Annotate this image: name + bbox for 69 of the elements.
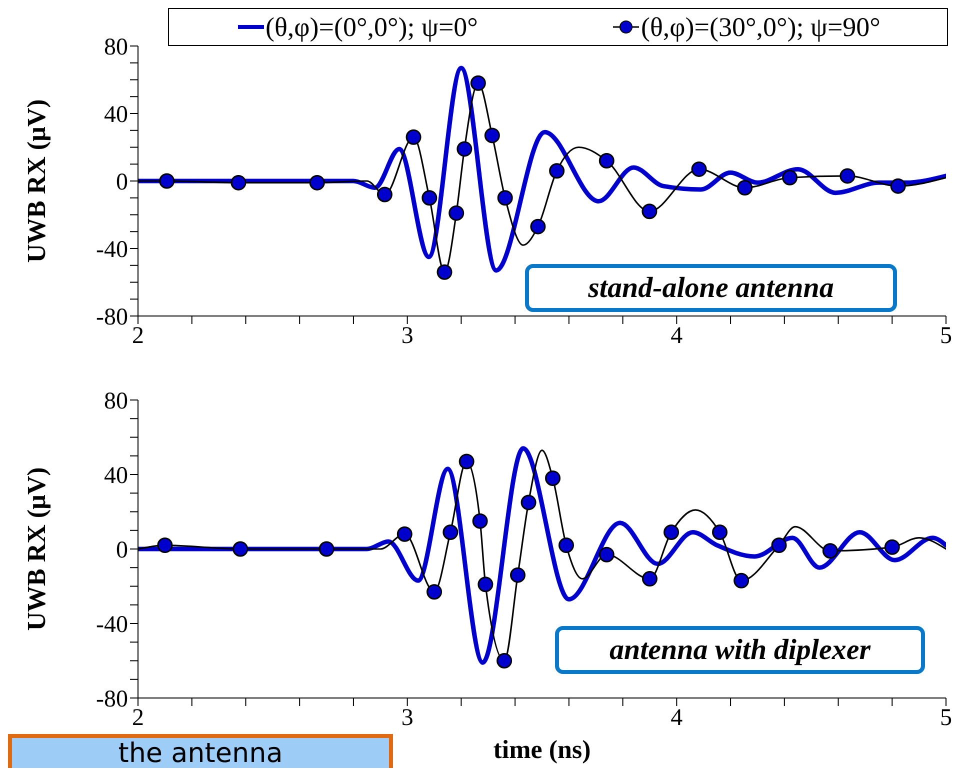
point [496,653,512,668]
point [782,170,798,186]
point [598,153,614,168]
point [318,541,334,557]
point [159,173,175,189]
point [442,524,458,540]
point [376,186,392,202]
y-tick-label: 0 [116,538,128,564]
point [484,128,500,144]
y-axis-title: UWB RX (μV) [22,99,52,263]
y-tick-label: -80 [96,304,128,331]
text-box: stand-alone antenna [525,264,897,312]
point [230,174,246,190]
x-tick-label: 5 [940,705,952,732]
point [470,75,486,91]
point [558,538,574,554]
point [406,129,422,145]
point [456,141,472,157]
point [396,526,412,542]
point [478,576,494,592]
point [510,567,526,583]
text-box: antenna with diplexer [555,626,925,674]
point [448,205,464,221]
point [458,454,474,470]
point [520,494,536,510]
point [642,571,658,587]
point [712,524,728,540]
y-tick-label: 40 [104,463,128,490]
point [598,546,614,562]
y-tick-label: -40 [96,237,128,264]
y-axis-title: UWB RX (μV) [22,467,52,631]
point [884,539,900,555]
point [840,168,856,184]
point [422,190,438,206]
point [530,218,546,234]
x-axis-title: time (ns) [493,735,591,764]
point [232,541,248,557]
y-tick-label: 40 [104,102,128,128]
point [691,161,707,177]
point [549,163,565,179]
point [309,174,325,190]
x-tick-label: 2 [132,705,144,732]
x-tick-label: 5 [940,323,952,350]
point [734,572,750,588]
point [497,190,513,206]
y-tick-label: 0 [116,170,128,196]
point [890,178,906,194]
point [545,470,561,486]
text-box: the antenna [8,734,393,768]
legend-label: (θ,φ)=(30°,0°); ψ=90° [641,12,880,42]
point [771,538,787,554]
x-tick-label: 2 [132,323,144,350]
y-tick-label: 80 [104,388,128,415]
legend-label: (θ,φ)=(0°,0°); ψ=0° [266,12,478,42]
y-tick-label: -40 [96,612,128,638]
point [642,204,658,220]
x-tick-label: 3 [401,705,414,732]
point [664,524,680,540]
point [822,543,838,559]
point [436,264,452,280]
x-tick-label: 3 [401,323,414,350]
point [157,538,173,554]
x-tick-label: 4 [670,323,683,350]
point [737,180,753,196]
y-tick-label: -80 [96,686,128,713]
x-tick-label: 4 [670,705,683,732]
point [472,513,488,529]
point [426,584,442,600]
y-tick-label: 80 [104,34,128,61]
